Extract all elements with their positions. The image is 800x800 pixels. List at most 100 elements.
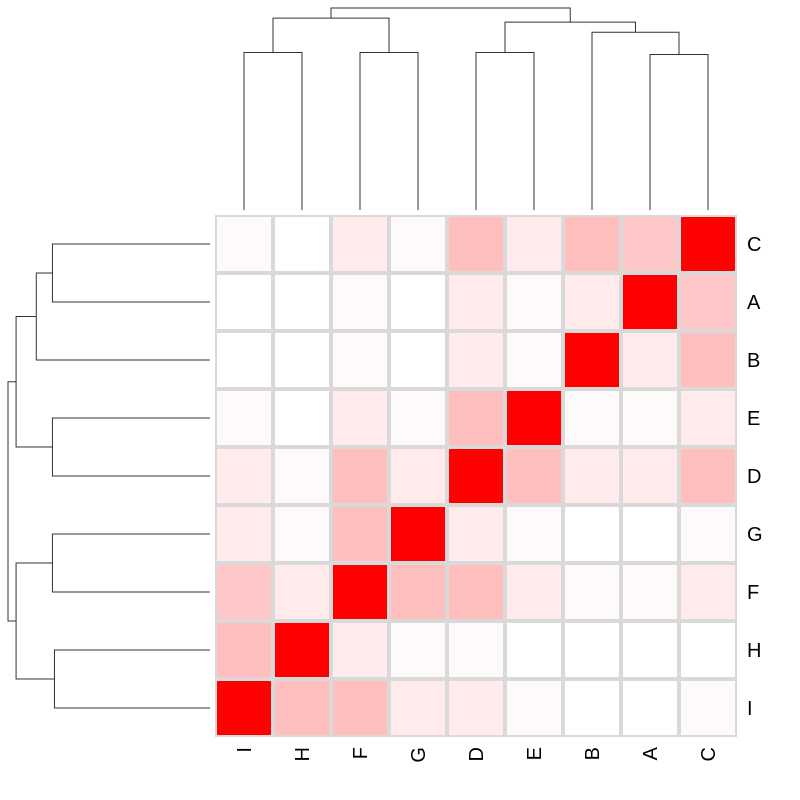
heatmap-cell-A-I <box>217 275 271 329</box>
heatmap-cell-A-F <box>333 275 387 329</box>
row-label-A: A <box>747 292 761 314</box>
row-dendrogram-branch-1 <box>51 243 210 303</box>
heatmap-cell-A-G <box>391 275 445 329</box>
col-dendrogram-branch-1 <box>243 51 303 210</box>
heatmap-cell-I-H <box>275 681 329 735</box>
heatmap-cell-H-H <box>275 623 329 677</box>
row-label-G: G <box>747 524 763 546</box>
heatmap-cell-B-G <box>391 333 445 387</box>
heatmap-cell-G-C <box>681 507 735 561</box>
row-dendrogram-branch-4 <box>15 316 53 448</box>
heatmap-cell-H-I <box>217 623 271 677</box>
heatmap-cell-G-F <box>333 507 387 561</box>
col-dendrogram-branch-5 <box>591 31 680 210</box>
heatmap-cell-D-B <box>565 449 619 503</box>
heatmap-cell-C-B <box>565 217 619 271</box>
heatmap-cell-G-B <box>565 507 619 561</box>
col-dendrogram-branch-7 <box>504 21 636 53</box>
row-dendrogram-branch-7 <box>15 562 55 680</box>
heatmap-cell-H-C <box>681 623 735 677</box>
heatmap-cell-A-A <box>623 275 677 329</box>
heatmap-cell-A-H <box>275 275 329 329</box>
column-label-E: E <box>524 747 546 760</box>
heatmap-cell-G-A <box>623 507 677 561</box>
heatmap-cell-H-F <box>333 623 387 677</box>
heatmap-cell-B-H <box>275 333 329 387</box>
heatmap-cell-C-I <box>217 217 271 271</box>
heatmap-cell-G-H <box>275 507 329 561</box>
row-dendrogram-branch-8 <box>7 381 17 622</box>
column-label-I: I <box>234 747 256 753</box>
heatmap-cell-I-C <box>681 681 735 735</box>
heatmap-cell-G-D <box>449 507 503 561</box>
heatmap-cell-D-H <box>275 449 329 503</box>
heatmap-cell-F-C <box>681 565 735 619</box>
row-label-C: C <box>747 234 761 256</box>
heatmap-cell-F-B <box>565 565 619 619</box>
heatmap-cell-E-F <box>333 391 387 445</box>
heatmap-cell-D-D <box>449 449 503 503</box>
heatmap-cell-F-I <box>217 565 271 619</box>
row-label-F: F <box>747 582 759 604</box>
heatmap-cell-F-F <box>333 565 387 619</box>
heatmap-cell-C-A <box>623 217 677 271</box>
heatmap-cell-D-C <box>681 449 735 503</box>
heatmap-cell-C-F <box>333 217 387 271</box>
heatmap-cell-D-G <box>391 449 445 503</box>
column-label-C: C <box>698 747 720 761</box>
column-label-B: B <box>582 747 604 760</box>
heatmap-cell-B-F <box>333 333 387 387</box>
heatmap-cell-A-B <box>565 275 619 329</box>
row-dendrogram-branch-2 <box>35 272 210 361</box>
col-dendrogram-branch-8 <box>330 7 571 23</box>
heatmap-cell-I-F <box>333 681 387 735</box>
heatmap-cell-H-B <box>565 623 619 677</box>
heatmap-cell-E-I <box>217 391 271 445</box>
heatmap-cell-E-E <box>507 391 561 445</box>
row-dendrogram <box>7 243 210 709</box>
row-label-I: I <box>747 698 753 720</box>
heatmap-cell-H-A <box>623 623 677 677</box>
heatmap-cell-C-D <box>449 217 503 271</box>
heatmap-cell-E-A <box>623 391 677 445</box>
column-label-D: D <box>466 747 488 761</box>
row-label-B: B <box>747 350 760 372</box>
row-dendrogram-branch-6 <box>53 649 210 709</box>
column-label-F: F <box>350 747 372 759</box>
heatmap-cells <box>215 215 737 737</box>
col-dendrogram-branch-3 <box>272 17 390 53</box>
row-dendrogram-branch-5 <box>51 533 210 593</box>
heatmap-cell-G-G <box>391 507 445 561</box>
heatmap-cell-A-E <box>507 275 561 329</box>
heatmap-cell-B-D <box>449 333 503 387</box>
heatmap-cell-H-E <box>507 623 561 677</box>
heatmap-cell-A-C <box>681 275 735 329</box>
heatmap-cell-I-E <box>507 681 561 735</box>
heatmap-cell-C-E <box>507 217 561 271</box>
column-dendrogram <box>243 7 709 210</box>
heatmap-cell-C-G <box>391 217 445 271</box>
heatmap-cell-C-C <box>681 217 735 271</box>
heatmap-cell-G-E <box>507 507 561 561</box>
heatmap-cell-B-I <box>217 333 271 387</box>
heatmap-cell-F-H <box>275 565 329 619</box>
heatmap-cell-D-F <box>333 449 387 503</box>
heatmap-cell-E-C <box>681 391 735 445</box>
heatmap-cell-D-I <box>217 449 271 503</box>
heatmap-cell-I-B <box>565 681 619 735</box>
heatmap-cell-A-D <box>449 275 503 329</box>
heatmap-cell-F-A <box>623 565 677 619</box>
heatmap-cell-B-A <box>623 333 677 387</box>
heatmap-cell-I-G <box>391 681 445 735</box>
col-dendrogram-branch-2 <box>359 51 419 210</box>
heatmap-cell-I-I <box>217 681 271 735</box>
heatmap-cell-I-A <box>623 681 677 735</box>
heatmap-cell-H-G <box>391 623 445 677</box>
heatmap-cell-I-D <box>449 681 503 735</box>
col-dendrogram-branch-4 <box>649 53 709 210</box>
heatmap-cell-E-G <box>391 391 445 445</box>
row-labels: C A B E D G F H I <box>747 234 763 720</box>
heatmap-cell-G-I <box>217 507 271 561</box>
